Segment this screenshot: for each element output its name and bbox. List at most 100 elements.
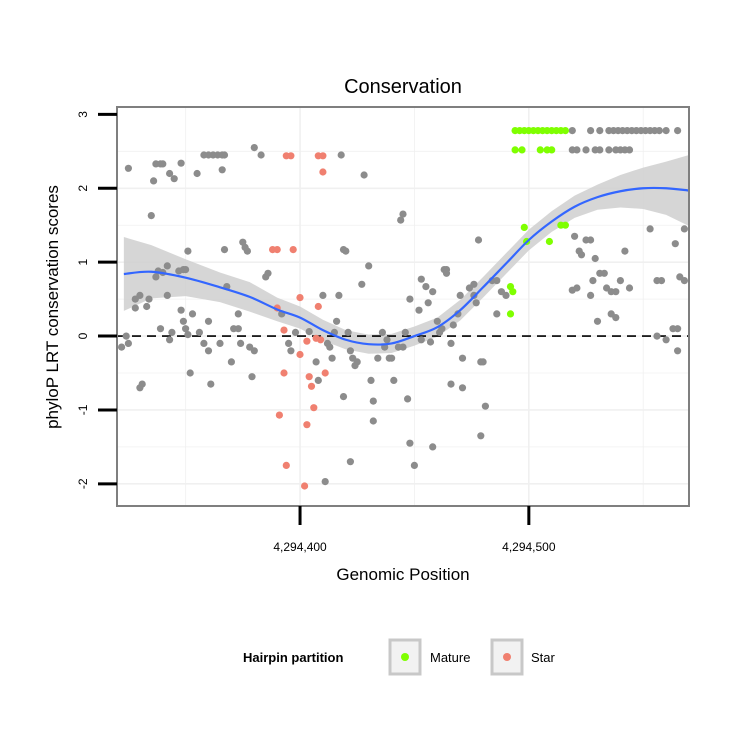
- point-other: [458, 384, 467, 392]
- point-other: [177, 306, 185, 314]
- point-other: [143, 302, 151, 311]
- point-other: [193, 169, 201, 178]
- point-star: [319, 168, 327, 176]
- point-star: [280, 369, 288, 377]
- y-tick-label: 2: [76, 185, 90, 192]
- point-other: [321, 478, 329, 486]
- point-other: [200, 339, 208, 347]
- point-star: [307, 382, 316, 390]
- point-other: [335, 291, 343, 299]
- legend-title: Hairpin partition: [243, 650, 343, 665]
- point-other: [447, 380, 455, 388]
- point-other: [424, 299, 432, 307]
- point-other: [571, 232, 579, 240]
- point-other: [138, 380, 146, 388]
- point-other: [612, 314, 620, 322]
- point-other: [605, 146, 613, 154]
- point-other: [573, 284, 581, 292]
- point-other: [410, 461, 418, 469]
- point-other: [250, 144, 258, 152]
- point-other: [216, 339, 224, 347]
- point-other: [406, 295, 414, 303]
- y-tick-label: -1: [76, 404, 90, 415]
- point-other: [264, 269, 272, 277]
- point-other: [646, 225, 654, 233]
- point-other: [124, 164, 132, 172]
- point-other: [390, 376, 398, 384]
- point-other: [163, 291, 171, 299]
- point-mature: [509, 288, 517, 296]
- point-other: [314, 376, 322, 384]
- point-other: [589, 277, 597, 285]
- point-other: [131, 304, 139, 312]
- point-other: [285, 339, 293, 347]
- point-other: [243, 247, 251, 255]
- point-other: [220, 246, 229, 254]
- point-other: [378, 328, 386, 336]
- point-other: [474, 236, 483, 244]
- point-other: [680, 225, 689, 233]
- point-other: [342, 247, 350, 255]
- point-other: [367, 376, 375, 384]
- point-other: [287, 347, 295, 355]
- point-other: [625, 146, 634, 154]
- point-star: [296, 294, 304, 302]
- point-other: [479, 358, 487, 366]
- point-other: [426, 338, 435, 346]
- point-other: [159, 160, 167, 168]
- x-axis: 4,294,400 4,294,500: [273, 506, 556, 554]
- point-other: [118, 343, 126, 351]
- point-other: [358, 280, 366, 288]
- point-other: [234, 310, 242, 318]
- point-other: [472, 299, 480, 307]
- point-star: [305, 373, 313, 381]
- point-other: [319, 291, 327, 299]
- point-other: [655, 127, 663, 135]
- point-other: [568, 127, 576, 135]
- point-other: [596, 127, 604, 135]
- point-other: [417, 336, 425, 344]
- y-tick-label: 1: [76, 259, 90, 266]
- point-other: [587, 127, 595, 135]
- point-other: [136, 291, 144, 299]
- point-other: [458, 354, 467, 362]
- point-other: [596, 146, 604, 154]
- point-other: [399, 210, 407, 218]
- point-star: [303, 421, 311, 429]
- point-other: [227, 358, 235, 366]
- point-other: [674, 325, 682, 333]
- point-other: [124, 339, 132, 347]
- point-other: [591, 254, 599, 263]
- point-other: [312, 358, 320, 366]
- point-other: [587, 291, 595, 299]
- point-star: [282, 461, 290, 469]
- point-other: [248, 373, 256, 381]
- point-other: [406, 439, 414, 447]
- point-other: [674, 127, 682, 135]
- point-other: [182, 325, 190, 333]
- point-other: [179, 317, 187, 325]
- point-other: [593, 317, 602, 325]
- point-other: [449, 321, 457, 329]
- point-star: [287, 152, 295, 160]
- point-other: [671, 240, 679, 248]
- data-points: [118, 127, 689, 490]
- y-tick-label: 0: [76, 332, 90, 339]
- point-star: [303, 337, 311, 345]
- point-other: [582, 146, 590, 154]
- point-other: [422, 283, 430, 291]
- x-tick-label: 4,294,400: [273, 540, 327, 554]
- point-other: [404, 395, 412, 403]
- y-tick-label: 3: [76, 111, 90, 118]
- smooth-line: [123, 186, 690, 346]
- point-other: [182, 266, 190, 274]
- point-other: [291, 328, 300, 336]
- point-other: [152, 273, 160, 281]
- point-other: [346, 347, 354, 355]
- point-other: [612, 288, 620, 296]
- legend-dot-mature: [401, 653, 409, 661]
- point-other: [150, 177, 158, 185]
- point-other: [122, 332, 130, 340]
- point-other: [653, 332, 661, 340]
- point-other: [204, 347, 213, 355]
